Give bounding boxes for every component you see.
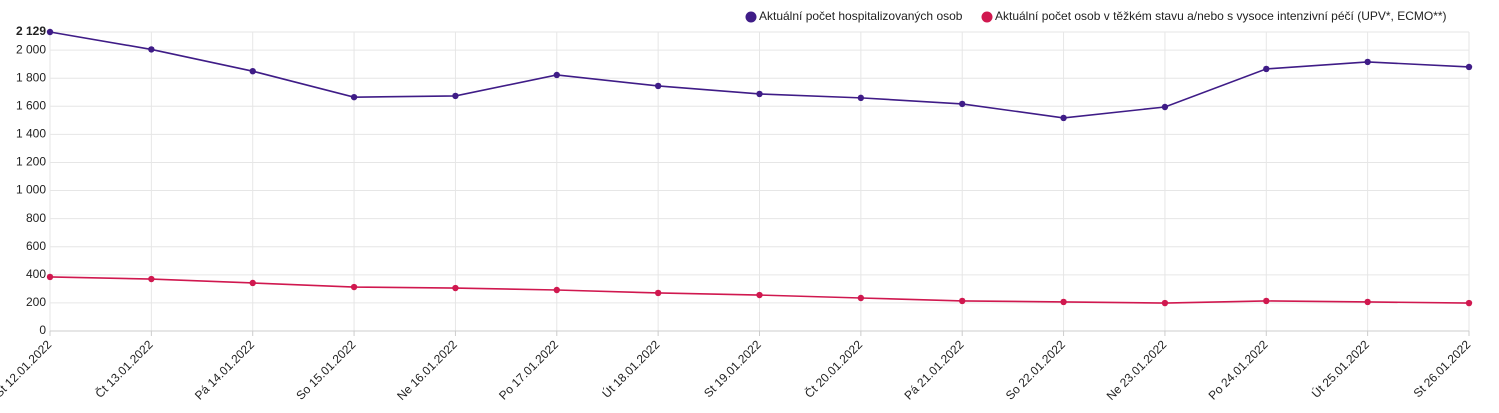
y-tick-label: 1 200 [16,155,46,169]
x-tick-label: Út 18.01.2022 [599,337,663,401]
legend-label: Aktuální počet hospitalizovaných osob [759,9,963,23]
data-point [553,71,560,79]
x-tick-label: So 15.01.2022 [293,337,358,402]
y-tick-label: 2 129 [16,24,46,38]
data-point [1161,299,1169,307]
data-point [1161,103,1169,111]
x-tick-label: St 12.01.2022 [0,337,55,400]
data-point [46,28,54,36]
x-tick-label: Po 24.01.2022 [1206,337,1271,402]
x-tick-label: Ne 23.01.2022 [1104,337,1170,403]
data-point [756,291,763,299]
y-tick-label: 1 400 [16,127,46,141]
data-point [857,294,865,302]
y-tick-label: 400 [26,267,46,281]
legend-label: Aktuální počet osob v těžkém stavu a/neb… [995,9,1447,23]
x-tick-label: Ne 16.01.2022 [394,337,460,403]
x-tick-label: Čt 20.01.2022 [801,337,865,401]
data-point [452,284,459,292]
data-point [654,82,662,90]
data-point [249,279,256,287]
x-tick-label: St 19.01.2022 [701,337,764,400]
data-point [1364,298,1371,306]
legend-marker [981,11,993,23]
data-point [959,297,966,305]
data-point [553,286,560,294]
x-tick-label: Pá 14.01.2022 [192,337,257,402]
y-tick-label: 600 [26,239,46,253]
data-point [1263,65,1270,73]
data-point [1060,114,1067,122]
x-tick-label: So 22.01.2022 [1003,337,1068,402]
data-point [654,289,662,297]
legend-marker [745,11,757,23]
data-point [1060,298,1067,306]
data-point [1465,299,1473,307]
data-point [249,67,256,75]
data-point [350,283,358,291]
data-point [46,273,54,281]
data-point [148,46,155,53]
y-tick-label: 2 000 [16,42,46,56]
x-tick-label: Po 17.01.2022 [496,337,561,402]
y-tick-label: 0 [39,323,46,337]
data-point [959,100,966,108]
data-point [350,93,358,101]
x-tick-label: Út 25.01.2022 [1308,337,1372,401]
data-point [148,275,155,283]
x-tick-label: Pá 21.01.2022 [901,337,966,402]
y-tick-label: 800 [26,211,46,225]
data-point [452,92,459,100]
y-tick-label: 1 000 [16,183,46,197]
y-tick-label: 1 800 [16,70,46,84]
data-point [1364,58,1371,66]
y-tick-label: 200 [26,295,46,309]
x-tick-label: Čt 13.01.2022 [92,337,156,401]
x-tick-label: St 26.01.2022 [1411,337,1474,400]
data-point [857,94,865,102]
data-point [1465,63,1473,71]
data-point [756,90,763,98]
data-point [1263,297,1270,305]
y-tick-label: 1 600 [16,98,46,112]
